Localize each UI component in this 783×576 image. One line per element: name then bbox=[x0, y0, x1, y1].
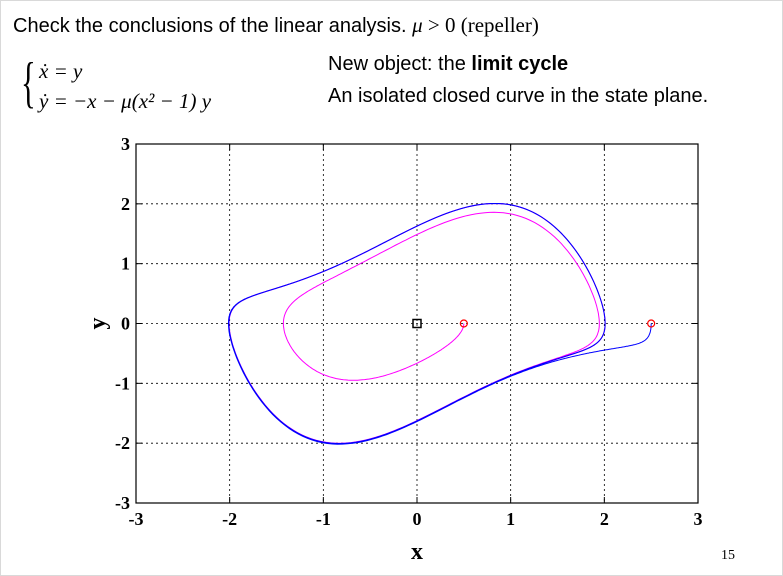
x-tick-label: -2 bbox=[222, 509, 237, 529]
trajectory-outer bbox=[227, 202, 652, 445]
x-tick-label: 1 bbox=[506, 509, 515, 529]
x-axis-label: x bbox=[411, 539, 423, 565]
equilibrium-marker bbox=[412, 318, 422, 329]
x-tick-label: 0 bbox=[413, 509, 422, 529]
y-tick-label: 2 bbox=[121, 194, 130, 214]
system-brace: { bbox=[21, 52, 36, 114]
y-tick-label: 3 bbox=[121, 134, 130, 154]
page-number: 15 bbox=[721, 548, 735, 563]
y-tick-label: -2 bbox=[115, 433, 130, 453]
y-tick-label: -1 bbox=[115, 373, 130, 393]
note-limit-cycle: New object: the limit cycle bbox=[328, 53, 568, 76]
initial-point-marker bbox=[647, 319, 656, 328]
x-tick-label: -3 bbox=[129, 509, 144, 529]
title-condition: μ > 0 (repeller) bbox=[412, 13, 539, 37]
note-prefix: New object: the bbox=[328, 53, 472, 75]
note-definition: An isolated closed curve in the state pl… bbox=[328, 85, 709, 107]
x-tick-label: 3 bbox=[694, 509, 703, 529]
y-tick-label: 1 bbox=[121, 254, 130, 274]
equation-x-dot: ẋ = y bbox=[39, 59, 83, 83]
title-text: Check the conclusions of the linear anal… bbox=[13, 15, 407, 37]
x-tick-label: -1 bbox=[316, 509, 331, 529]
slide-title: Check the conclusions of the linear anal… bbox=[13, 13, 539, 38]
initial-point-marker bbox=[459, 319, 468, 328]
equation-y-dot: ẏ = −x − μ(x² − 1) y bbox=[39, 89, 212, 113]
y-tick-label: 0 bbox=[121, 314, 130, 334]
note-bold-term: limit cycle bbox=[471, 53, 569, 75]
y-tick-label: -3 bbox=[115, 493, 130, 513]
y-axis-label: y bbox=[85, 318, 111, 330]
x-tick-label: 2 bbox=[600, 509, 609, 529]
